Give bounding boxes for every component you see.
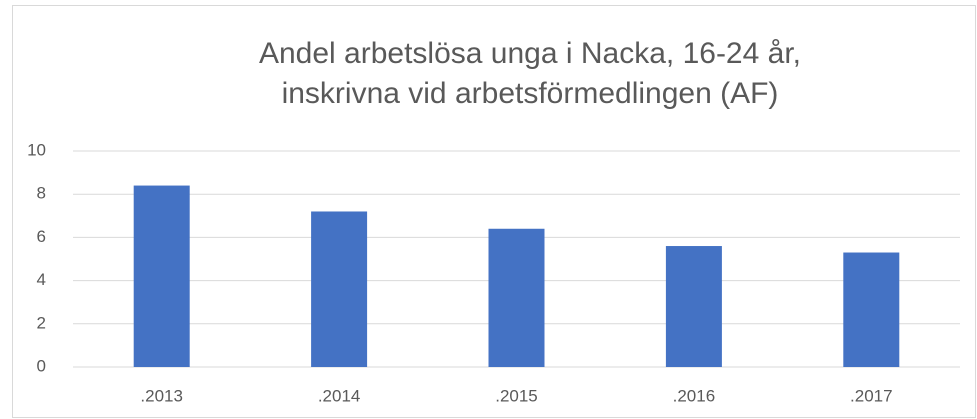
chart-border <box>12 5 976 418</box>
y-tick-label: 2 <box>37 313 46 332</box>
chart-title: Andel arbetslösa unga i Nacka, 16-24 år,… <box>258 37 801 110</box>
bar <box>133 185 190 367</box>
y-tick-label: 10 <box>27 140 46 159</box>
x-tick-label: .2016 <box>673 386 716 405</box>
y-tick-label: 8 <box>37 184 46 203</box>
y-tick-label: 6 <box>37 227 46 246</box>
x-tick-label: .2013 <box>140 386 183 405</box>
x-tick-label: .2017 <box>850 386 893 405</box>
x-tick-label: .2014 <box>318 386 361 405</box>
bar <box>488 228 545 367</box>
y-tick-label: 4 <box>37 270 46 289</box>
bar <box>843 252 900 367</box>
x-tick-label: .2015 <box>495 386 538 405</box>
bar <box>311 211 368 367</box>
bar <box>665 246 722 367</box>
y-tick-label: 0 <box>37 356 46 375</box>
